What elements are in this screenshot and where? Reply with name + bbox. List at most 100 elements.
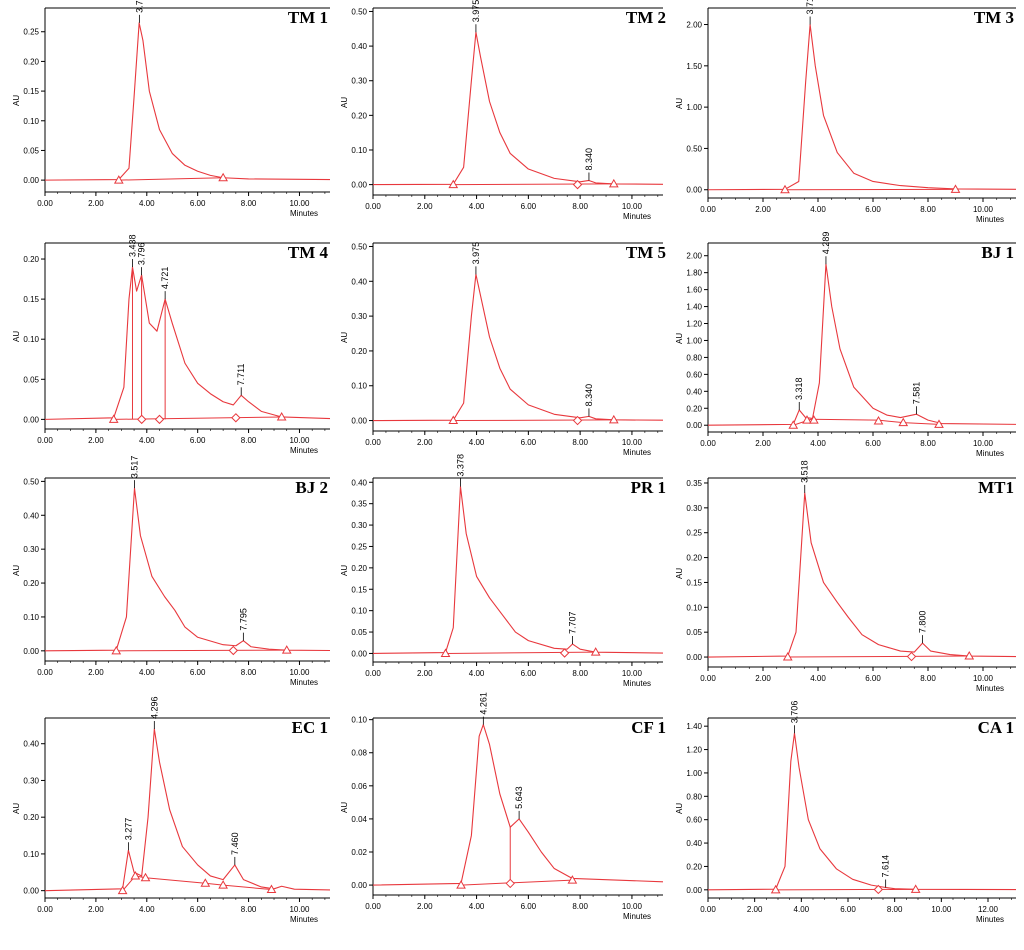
- x-tick-label: 4.00: [810, 205, 826, 214]
- baseline-marker-triangle: [802, 415, 812, 424]
- y-tick-label: 0.10: [23, 335, 39, 344]
- baseline-marker-triangle: [117, 885, 128, 895]
- chromatogram-trace: [44, 266, 331, 420]
- y-tick-label: 0.30: [686, 504, 702, 513]
- y-tick-label: 0.20: [351, 347, 367, 356]
- x-axis-label: Minutes: [976, 215, 1005, 224]
- x-tick-label: 2.00: [417, 202, 433, 211]
- chart-title: PR 1: [630, 478, 666, 497]
- baseline-marker-triangle: [780, 184, 790, 194]
- x-tick-label: 4.00: [139, 199, 155, 208]
- baseline-marker-triangle: [200, 878, 211, 887]
- x-tick-label: 4.00: [810, 439, 826, 448]
- x-tick-label: 8.00: [572, 669, 588, 678]
- y-tick-label: 0.20: [686, 554, 702, 563]
- y-tick-label: 0.50: [351, 7, 367, 16]
- x-tick-label: 10.00: [622, 202, 643, 211]
- baseline-marker-triangle: [608, 414, 619, 424]
- integration-baseline: [116, 649, 287, 652]
- y-tick-label: 0.00: [351, 649, 367, 658]
- baseline-marker-triangle: [608, 178, 619, 188]
- y-tick-label: 0.00: [686, 653, 702, 662]
- x-tick-label: 12.00: [978, 905, 999, 914]
- x-tick-label: 4.00: [469, 438, 485, 447]
- x-tick-label: 8.00: [241, 668, 257, 677]
- peak-label: 3.318: [794, 377, 804, 400]
- x-tick-label: 2.00: [755, 205, 771, 214]
- peak-label: 3.975: [471, 242, 481, 265]
- x-tick-label: 4.00: [794, 905, 810, 914]
- y-tick-label: 0.20: [23, 813, 39, 822]
- x-tick-label: 10.00: [289, 668, 310, 677]
- baseline-marker-triangle: [108, 414, 119, 423]
- y-tick-label: 0.30: [351, 77, 367, 86]
- chart-svg: 0.00 2.00 4.00 6.00 8.00 10.00 0.00 0.05 0.10 0.1…: [351, 454, 664, 678]
- chromatogram-panel: 0.00 2.00 4.00 6.00 8.00 10.00 0.00 0.05 0.10 0.1…: [0, 235, 338, 467]
- chart-title: TM 4: [287, 243, 328, 262]
- y-tick-label: 0.15: [23, 295, 39, 304]
- y-axis-label: AU: [675, 567, 684, 579]
- y-tick-label: 0.40: [23, 740, 39, 749]
- chromatogram-panel: 0.00 2.00 4.00 6.00 8.00 10.00 0.00 0.05 0.10 0.1…: [0, 0, 338, 232]
- y-axis-label: AU: [12, 802, 21, 814]
- y-tick-label: 1.40: [686, 722, 702, 731]
- y-tick-label: 0.80: [686, 792, 702, 801]
- y-tick-label: 0.20: [686, 404, 702, 413]
- y-tick-label: 0.60: [686, 370, 702, 379]
- chromatogram-trace: [707, 23, 1017, 191]
- y-tick-label: 0.20: [686, 862, 702, 871]
- chart-svg: 0.00 2.00 4.00 6.00 8.00 10.00 0.00 0.10 0.20 0.3…: [351, 242, 664, 447]
- baseline-marker-diamond: [906, 651, 917, 662]
- chart-svg: 0.00 2.00 4.00 6.00 8.00 10.00 0.00 0.10 0.20 0.3…: [351, 0, 664, 211]
- chromatogram-trace: [44, 22, 331, 181]
- x-tick-label: 10.00: [973, 674, 994, 683]
- y-axis-label: AU: [340, 331, 349, 343]
- baseline-marker-triangle: [809, 415, 819, 424]
- y-axis-label: AU: [12, 564, 21, 576]
- x-tick-label: 2.00: [88, 436, 104, 445]
- y-tick-label: 0.00: [23, 176, 39, 185]
- x-tick-label: 6.00: [865, 674, 881, 683]
- peak-label: 4.289: [821, 232, 831, 255]
- x-tick-label: 6.00: [521, 669, 537, 678]
- baseline-marker-triangle: [111, 645, 122, 655]
- baseline-marker-diamond: [572, 415, 583, 426]
- y-tick-label: 0.20: [23, 255, 39, 264]
- x-tick-label: 8.00: [887, 905, 903, 914]
- x-tick-label: 0.00: [37, 436, 53, 445]
- chromatogram-trace: [707, 492, 1017, 658]
- baseline-marker-triangle: [590, 647, 601, 656]
- x-tick-label: 0.00: [37, 668, 53, 677]
- peak-label: 3.277: [123, 818, 133, 841]
- peak-label: 4.261: [478, 692, 488, 715]
- x-tick-label: 8.00: [572, 438, 588, 447]
- baseline-marker-diamond: [136, 414, 147, 425]
- y-tick-label: 0.20: [351, 564, 367, 573]
- y-tick-label: 0.50: [351, 242, 367, 251]
- y-axis-label: AU: [12, 330, 21, 342]
- y-tick-label: 0.10: [351, 382, 367, 391]
- x-tick-label: 0.00: [700, 674, 716, 683]
- integration-baseline: [787, 655, 970, 658]
- y-tick-label: 1.40: [686, 303, 702, 312]
- y-tick-label: 0.35: [351, 500, 367, 509]
- x-tick-label: 8.00: [920, 674, 936, 683]
- y-axis-label: AU: [12, 94, 21, 106]
- y-tick-label: 0.04: [351, 815, 367, 824]
- chart-title: TM 5: [625, 243, 666, 262]
- peak-label: 7.614: [881, 855, 891, 878]
- y-tick-label: 0.25: [23, 28, 39, 37]
- baseline-marker-triangle: [276, 411, 287, 421]
- integration-baseline: [453, 183, 614, 186]
- y-tick-label: 0.15: [351, 585, 367, 594]
- y-tick-label: 0.10: [351, 716, 367, 725]
- baseline-marker-diamond: [572, 179, 583, 190]
- baseline-marker-triangle: [456, 880, 466, 889]
- y-tick-label: 0.40: [351, 478, 367, 487]
- x-tick-label: 4.00: [139, 436, 155, 445]
- baseline-marker-triangle: [910, 884, 921, 893]
- y-tick-label: 0.20: [351, 111, 367, 120]
- x-tick-label: 0.00: [37, 199, 53, 208]
- chart-title: BJ 2: [295, 478, 328, 497]
